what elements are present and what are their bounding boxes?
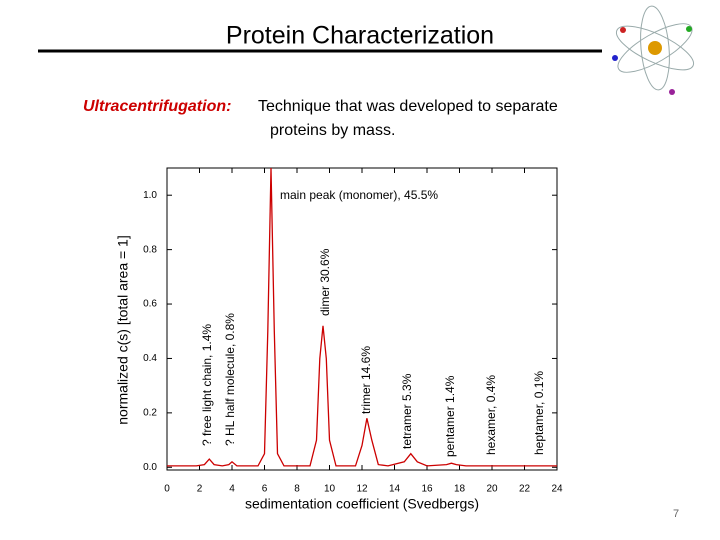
atom-icon	[612, 5, 695, 95]
page-number: 7	[673, 508, 679, 520]
subtitle-text: Technique that was developed to separate	[258, 98, 558, 115]
data-line	[167, 167, 557, 467]
y-tick-label: 0.0	[143, 462, 157, 473]
x-tick-label: 12	[356, 484, 368, 495]
x-tick-label: 20	[486, 484, 498, 495]
y-tick-label: 0.4	[143, 353, 157, 364]
peak-annotation: ? HL half molecule, 0.8%	[223, 313, 237, 446]
x-tick-label: 0	[164, 484, 170, 495]
y-tick-label: 0.2	[143, 408, 157, 419]
peak-annotation: dimer 30.6%	[318, 248, 332, 316]
slide-title: Protein Characterization	[226, 22, 494, 50]
x-tick-label: 2	[197, 484, 203, 495]
x-tick-label: 4	[229, 484, 235, 495]
y-tick-label: 1.0	[143, 190, 157, 201]
y-axis-label: normalized c(s) [total area = 1]	[115, 235, 131, 424]
peak-annotation: main peak (monomer), 45.5%	[280, 188, 438, 202]
subtitle-text: proteins by mass.	[270, 122, 395, 139]
subtitle-term: Ultracentrifugation:	[83, 98, 231, 115]
peak-annotation: tetramer 5.3%	[400, 373, 414, 449]
x-tick-label: 10	[324, 484, 336, 495]
peak-annotation: hexamer, 0.4%	[484, 375, 498, 455]
x-tick-label: 14	[389, 484, 401, 495]
x-tick-label: 18	[454, 484, 466, 495]
peak-annotation: ? free light chain, 1.4%	[200, 324, 214, 446]
y-tick-label: 0.6	[143, 299, 157, 310]
x-tick-label: 8	[294, 484, 300, 495]
x-tick-label: 16	[421, 484, 433, 495]
y-tick-label: 0.8	[143, 244, 157, 255]
x-axis-label: sedimentation coefficient (Svedbergs)	[245, 496, 479, 512]
x-tick-label: 22	[519, 484, 531, 495]
x-tick-label: 24	[551, 484, 563, 495]
peak-annotation: heptamer, 0.1%	[532, 371, 546, 455]
peak-annotation: pentamer 1.4%	[443, 375, 457, 457]
peak-annotation: trimer 14.6%	[359, 346, 373, 414]
x-tick-label: 6	[262, 484, 268, 495]
